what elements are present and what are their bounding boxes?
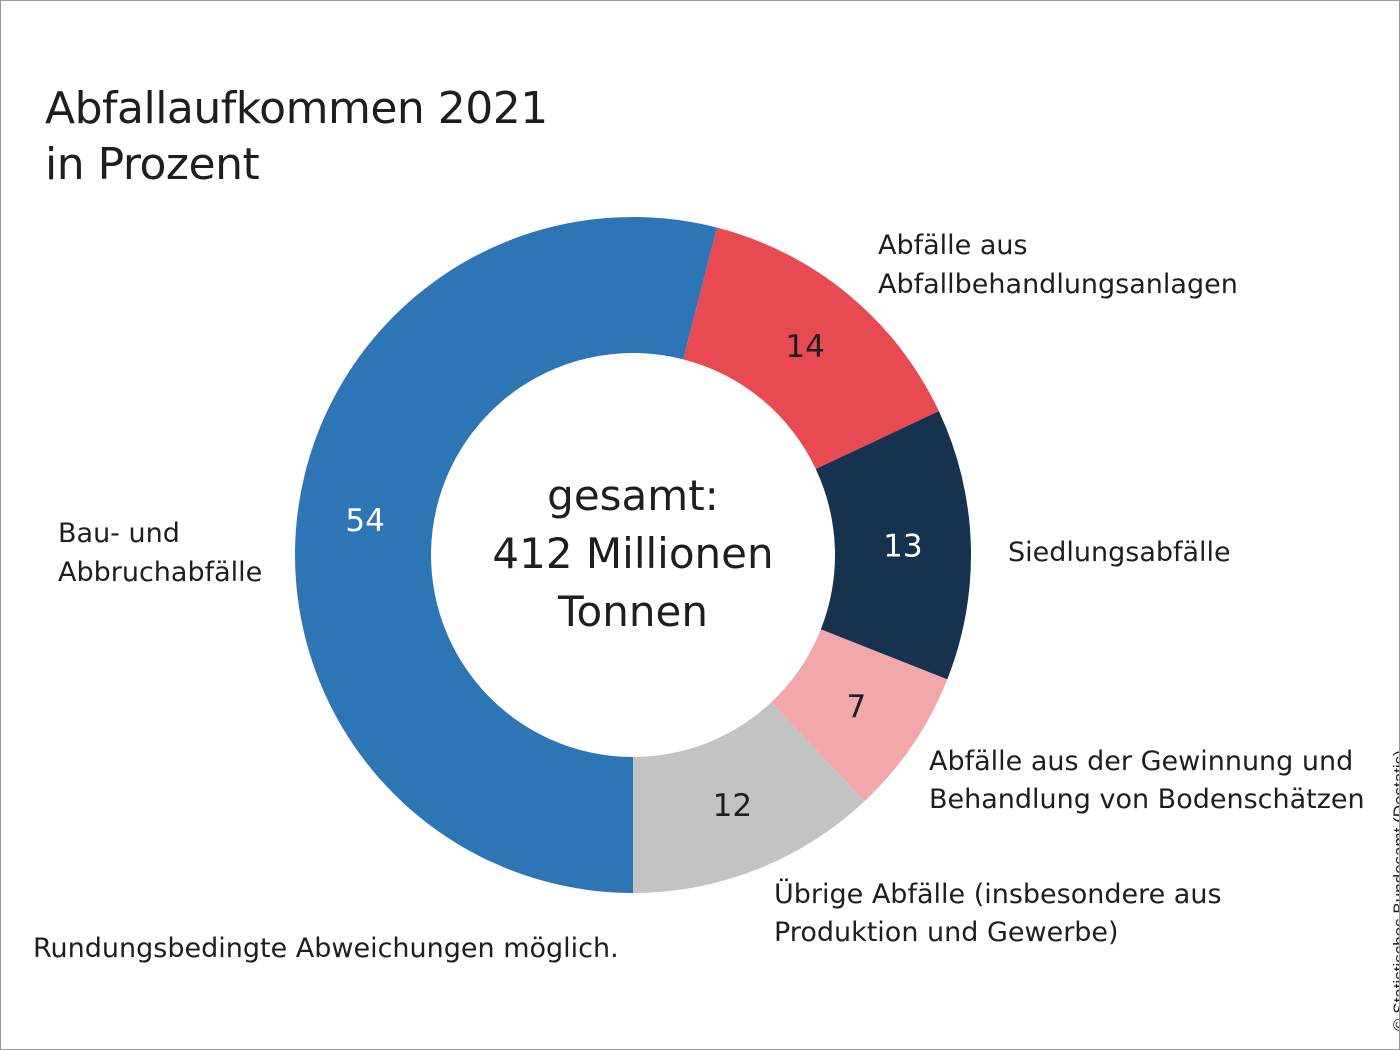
legend-label-uebrige-line-2: Produktion und Gewerbe) xyxy=(774,917,1119,948)
slice-value-label-3: 7 xyxy=(846,689,866,725)
slice-value-label-1: 14 xyxy=(785,329,824,365)
donut-slice-3 xyxy=(771,629,948,802)
center-label-line-1: gesamt: xyxy=(547,471,719,520)
donut-slice-0 xyxy=(295,217,718,893)
center-label-line-2: 412 Millionen xyxy=(492,529,774,578)
donut-slice-4 xyxy=(633,702,865,893)
legend-label-bau-line-1: Bau- und xyxy=(58,518,180,549)
legend-label-behandlung-line-1: Abfälle aus xyxy=(878,230,1028,261)
chart-title: Abfallaufkommen 2021 xyxy=(45,83,548,134)
legend-label-behandlung-line-2: Abfallbehandlungsanlagen xyxy=(878,269,1238,300)
slice-value-label-4: 12 xyxy=(713,788,752,824)
donut-slice-2 xyxy=(815,411,971,680)
donut-slice-1 xyxy=(683,227,939,469)
legend-label-uebrige-line-1: Übrige Abfälle (insbesondere aus xyxy=(774,879,1222,910)
legend-label-siedlung: Siedlungsabfälle xyxy=(1008,537,1231,568)
legend-label-bau-line-2: Abbruchabfälle xyxy=(58,557,263,588)
slice-value-label-0: 54 xyxy=(345,503,384,539)
slice-value-label-2: 13 xyxy=(883,529,922,565)
center-label-line-3: Tonnen xyxy=(558,587,708,636)
source-credit: © Statistisches Bundesamt (Destatis) xyxy=(1390,750,1400,1031)
legend-label-gewinnung-line-2: Behandlung von Bodenschätzen xyxy=(929,784,1365,815)
chart-subtitle: in Prozent xyxy=(45,139,260,190)
footnote: Rundungsbedingte Abweichungen möglich. xyxy=(33,933,619,964)
legend-label-gewinnung-line-1: Abfälle aus der Gewinnung und xyxy=(929,746,1354,777)
